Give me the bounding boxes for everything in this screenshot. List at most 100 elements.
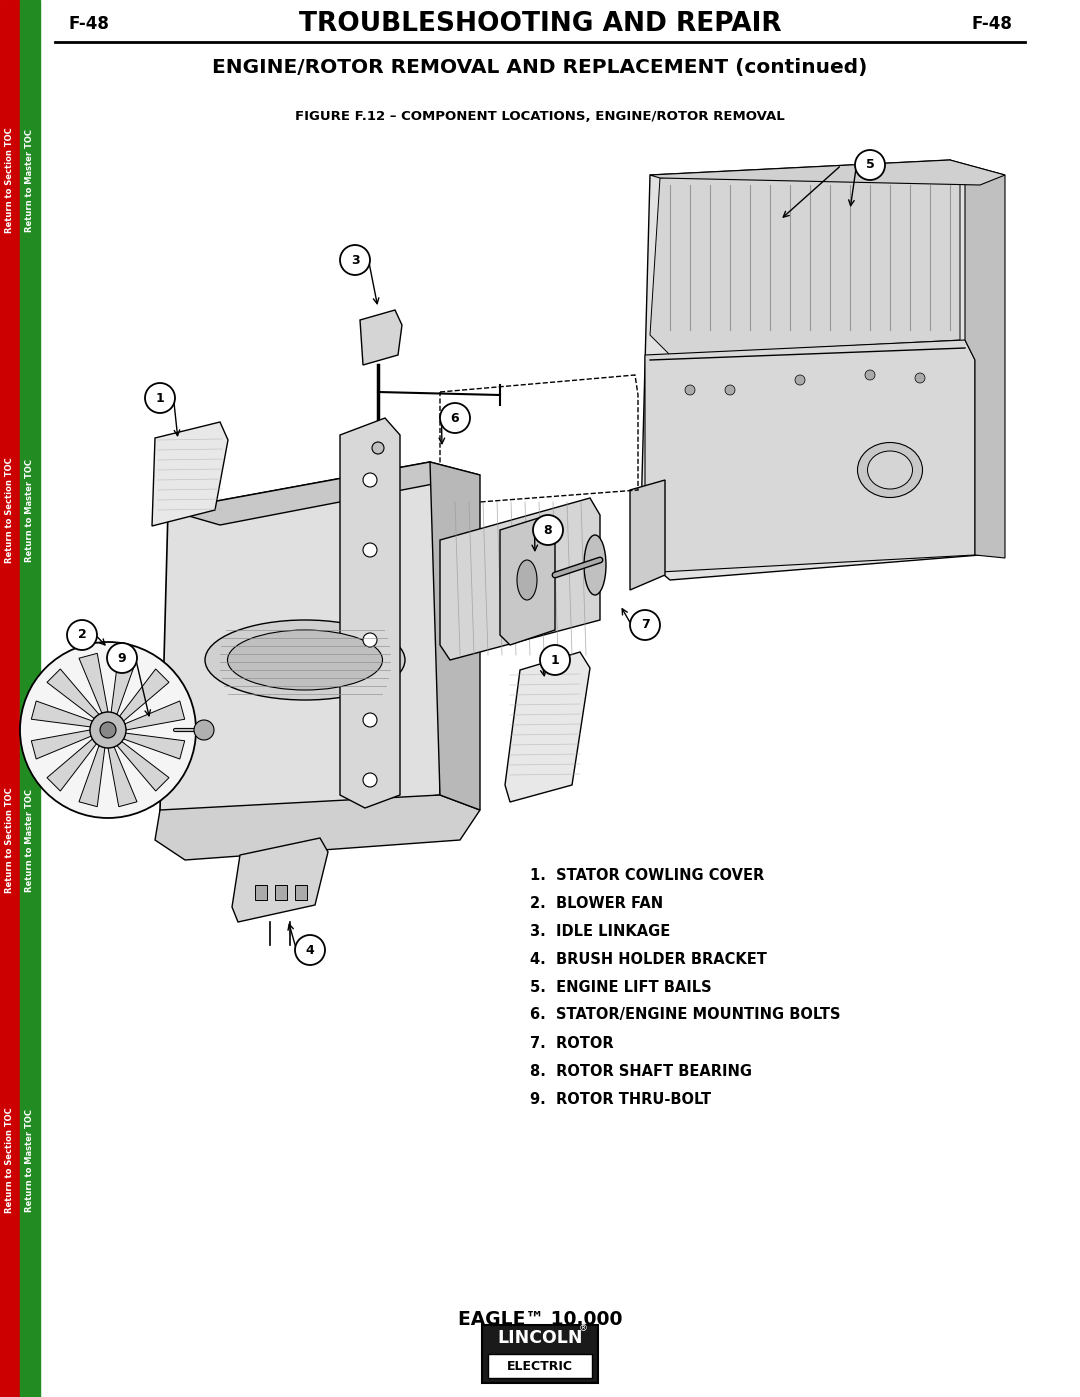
Text: 5: 5 xyxy=(866,158,875,172)
Ellipse shape xyxy=(584,535,606,595)
Polygon shape xyxy=(630,481,665,590)
Text: 5.  ENGINE LIFT BAILS: 5. ENGINE LIFT BAILS xyxy=(530,979,712,995)
Text: TROUBLESHOOTING AND REPAIR: TROUBLESHOOTING AND REPAIR xyxy=(299,11,781,36)
Ellipse shape xyxy=(867,451,913,489)
Text: FIGURE F.12 – COMPONENT LOCATIONS, ENGINE/ROTOR REMOVAL: FIGURE F.12 – COMPONENT LOCATIONS, ENGIN… xyxy=(295,109,785,123)
Polygon shape xyxy=(117,742,170,791)
Circle shape xyxy=(295,935,325,965)
Text: 7.  ROTOR: 7. ROTOR xyxy=(530,1035,613,1051)
Polygon shape xyxy=(79,654,108,712)
Circle shape xyxy=(855,149,885,180)
Polygon shape xyxy=(340,418,400,807)
Circle shape xyxy=(630,610,660,640)
Text: 8: 8 xyxy=(543,524,552,536)
Circle shape xyxy=(67,620,97,650)
Text: F-48: F-48 xyxy=(971,15,1012,34)
Bar xyxy=(482,1324,598,1383)
Text: 3: 3 xyxy=(351,253,360,267)
Circle shape xyxy=(915,373,924,383)
Text: EAGLE™ 10,000: EAGLE™ 10,000 xyxy=(458,1310,622,1330)
Bar xyxy=(488,1354,592,1377)
Polygon shape xyxy=(111,654,137,714)
Text: Return to Master TOC: Return to Master TOC xyxy=(26,458,35,562)
Text: Return to Master TOC: Return to Master TOC xyxy=(26,1108,35,1211)
Text: Return to Master TOC: Return to Master TOC xyxy=(26,788,35,891)
Polygon shape xyxy=(160,462,440,830)
Circle shape xyxy=(534,515,563,545)
Text: 2.  BLOWER FAN: 2. BLOWER FAN xyxy=(530,895,663,911)
Text: 3.  IDLE LINKAGE: 3. IDLE LINKAGE xyxy=(530,923,671,939)
Bar xyxy=(275,886,287,900)
Circle shape xyxy=(194,719,214,740)
Text: Return to Section TOC: Return to Section TOC xyxy=(5,127,14,233)
Bar xyxy=(21,0,40,1397)
Text: 4.  BRUSH HOLDER BRACKET: 4. BRUSH HOLDER BRACKET xyxy=(530,951,767,967)
Text: ENGINE/ROTOR REMOVAL AND REPLACEMENT (continued): ENGINE/ROTOR REMOVAL AND REPLACEMENT (co… xyxy=(213,57,867,77)
Circle shape xyxy=(795,374,805,386)
Circle shape xyxy=(340,244,370,275)
Bar xyxy=(295,886,307,900)
Polygon shape xyxy=(120,669,170,721)
Polygon shape xyxy=(650,161,1005,184)
Text: LINCOLN: LINCOLN xyxy=(497,1329,583,1347)
Text: F-48: F-48 xyxy=(68,15,109,34)
Text: 4: 4 xyxy=(306,943,314,957)
Circle shape xyxy=(90,712,126,747)
Text: Return to Section TOC: Return to Section TOC xyxy=(5,457,14,563)
Polygon shape xyxy=(640,161,980,580)
Text: 7: 7 xyxy=(640,619,649,631)
Polygon shape xyxy=(168,462,480,525)
Circle shape xyxy=(363,712,377,726)
Bar xyxy=(255,886,267,900)
Circle shape xyxy=(865,370,875,380)
Text: 1: 1 xyxy=(551,654,559,666)
Circle shape xyxy=(107,643,137,673)
Text: Return to Section TOC: Return to Section TOC xyxy=(5,787,14,893)
Polygon shape xyxy=(440,497,600,659)
Text: ®: ® xyxy=(579,1324,588,1334)
Circle shape xyxy=(363,633,377,647)
Text: 2: 2 xyxy=(78,629,86,641)
Polygon shape xyxy=(645,339,975,571)
Polygon shape xyxy=(950,161,1005,557)
Polygon shape xyxy=(152,422,228,527)
Polygon shape xyxy=(650,163,960,355)
Text: 1.  STATOR COWLING COVER: 1. STATOR COWLING COVER xyxy=(530,868,765,883)
Circle shape xyxy=(363,474,377,488)
Polygon shape xyxy=(31,731,91,759)
Polygon shape xyxy=(156,795,480,861)
Text: ELECTRIC: ELECTRIC xyxy=(507,1359,573,1372)
Polygon shape xyxy=(505,652,590,802)
Circle shape xyxy=(363,543,377,557)
Text: 8.  ROTOR SHAFT BEARING: 8. ROTOR SHAFT BEARING xyxy=(530,1063,752,1078)
Circle shape xyxy=(100,722,116,738)
Polygon shape xyxy=(79,746,105,806)
Polygon shape xyxy=(108,747,137,806)
Circle shape xyxy=(372,441,384,454)
Text: 6.  STATOR/ENGINE MOUNTING BOLTS: 6. STATOR/ENGINE MOUNTING BOLTS xyxy=(530,1007,840,1023)
Circle shape xyxy=(21,643,195,819)
Ellipse shape xyxy=(858,443,922,497)
Polygon shape xyxy=(125,701,185,731)
Circle shape xyxy=(145,383,175,414)
Polygon shape xyxy=(46,739,96,791)
Text: 9: 9 xyxy=(118,651,126,665)
Polygon shape xyxy=(31,701,93,726)
Ellipse shape xyxy=(228,630,382,690)
Text: 1: 1 xyxy=(156,391,164,405)
Bar xyxy=(488,1354,592,1377)
Text: Return to Section TOC: Return to Section TOC xyxy=(5,1108,14,1213)
Bar xyxy=(0,0,21,1397)
Polygon shape xyxy=(123,733,185,759)
Text: 9.  ROTOR THRU-BOLT: 9. ROTOR THRU-BOLT xyxy=(530,1091,711,1106)
Polygon shape xyxy=(430,462,480,810)
Polygon shape xyxy=(500,515,555,645)
Polygon shape xyxy=(232,838,328,922)
Circle shape xyxy=(540,645,570,675)
Polygon shape xyxy=(360,310,402,365)
Circle shape xyxy=(440,402,470,433)
Ellipse shape xyxy=(205,620,405,700)
Circle shape xyxy=(685,386,696,395)
Polygon shape xyxy=(46,669,99,718)
Circle shape xyxy=(363,773,377,787)
